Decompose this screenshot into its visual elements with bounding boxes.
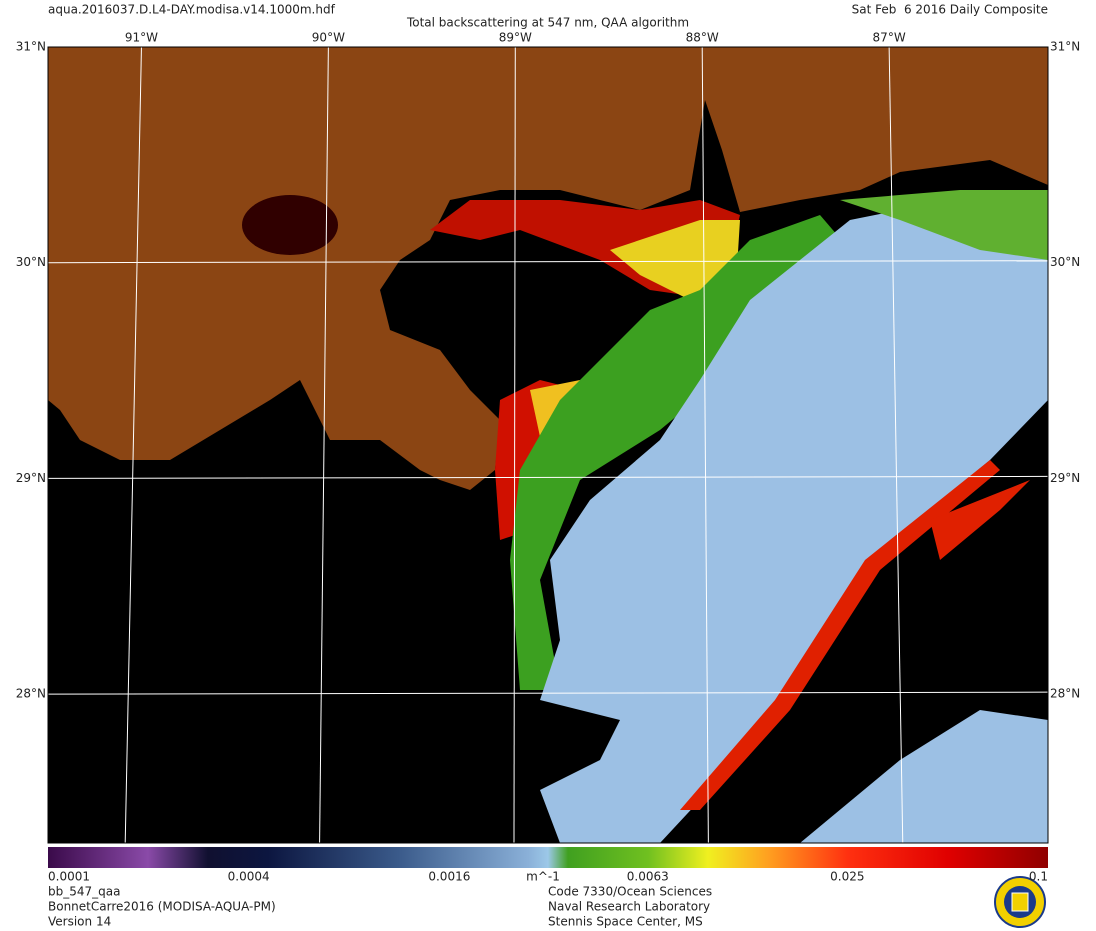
graticule: [47, 44, 1049, 844]
lat-label-right: 31°N: [1050, 40, 1080, 54]
lat-label-right: 29°N: [1050, 471, 1080, 485]
lon-label: 87°W: [873, 31, 906, 45]
colorbar-tick-label: 0.0016: [428, 870, 470, 884]
meridian: [513, 46, 516, 844]
colorbar: [48, 847, 1048, 868]
lat-label-left: 31°N: [16, 40, 46, 54]
southeast-patch: [800, 710, 1048, 843]
clear-water: [540, 190, 1048, 843]
shelf-edge: [680, 460, 1000, 810]
footer-left-line: Version 14: [48, 915, 111, 929]
colorbar-tick-label: 0.1: [1029, 870, 1048, 884]
footer-right-line: Naval Research Laboratory: [548, 900, 710, 914]
title: Total backscattering at 547 nm, QAA algo…: [406, 16, 689, 30]
parallel: [47, 475, 1049, 479]
meridian: [124, 46, 142, 844]
meridian: [701, 46, 709, 844]
land: [48, 47, 1048, 490]
lat-label-left: 28°N: [16, 687, 46, 701]
colorbar-tick-label: 0.0004: [228, 870, 270, 884]
lat-label-right: 30°N: [1050, 255, 1080, 269]
lake: [242, 195, 338, 255]
lat-label-left: 29°N: [16, 471, 46, 485]
colorbar-tick-label: 0.0063: [627, 870, 669, 884]
colorbar-tick-label: 0.0001: [48, 870, 90, 884]
footer-right-line: Code 7330/Ocean Sciences: [548, 885, 712, 899]
footer-left-line: BonnetCarre2016 (MODISA-AQUA-PM): [48, 900, 276, 914]
colorbar-unit: m^-1: [526, 870, 560, 884]
date: Sat Feb 6 2016 Daily Composite: [852, 3, 1048, 17]
lon-label: 88°W: [686, 31, 719, 45]
filename: aqua.2016037.D.L4-DAY.modisa.v14.1000m.h…: [48, 3, 336, 17]
logo: [994, 876, 1046, 928]
map-frame: [47, 46, 1049, 844]
lon-label: 91°W: [125, 31, 158, 45]
footer-right-line: Stennis Space Center, MS: [548, 915, 703, 929]
colorbar-tick-label: 0.025: [830, 870, 864, 884]
footer-left-line: bb_547_qaa: [48, 885, 120, 899]
lon-label: 89°W: [499, 31, 532, 45]
lon-label: 90°W: [312, 31, 345, 45]
lat-label-right: 28°N: [1050, 687, 1080, 701]
lat-label-left: 30°N: [16, 255, 46, 269]
parallel: [47, 691, 1049, 695]
southeast-red: [930, 480, 1030, 560]
turbid-mid: [610, 220, 740, 300]
meridian: [319, 46, 329, 844]
meridian: [888, 46, 904, 844]
map-image: [48, 47, 1048, 843]
parallel: [47, 260, 1049, 264]
